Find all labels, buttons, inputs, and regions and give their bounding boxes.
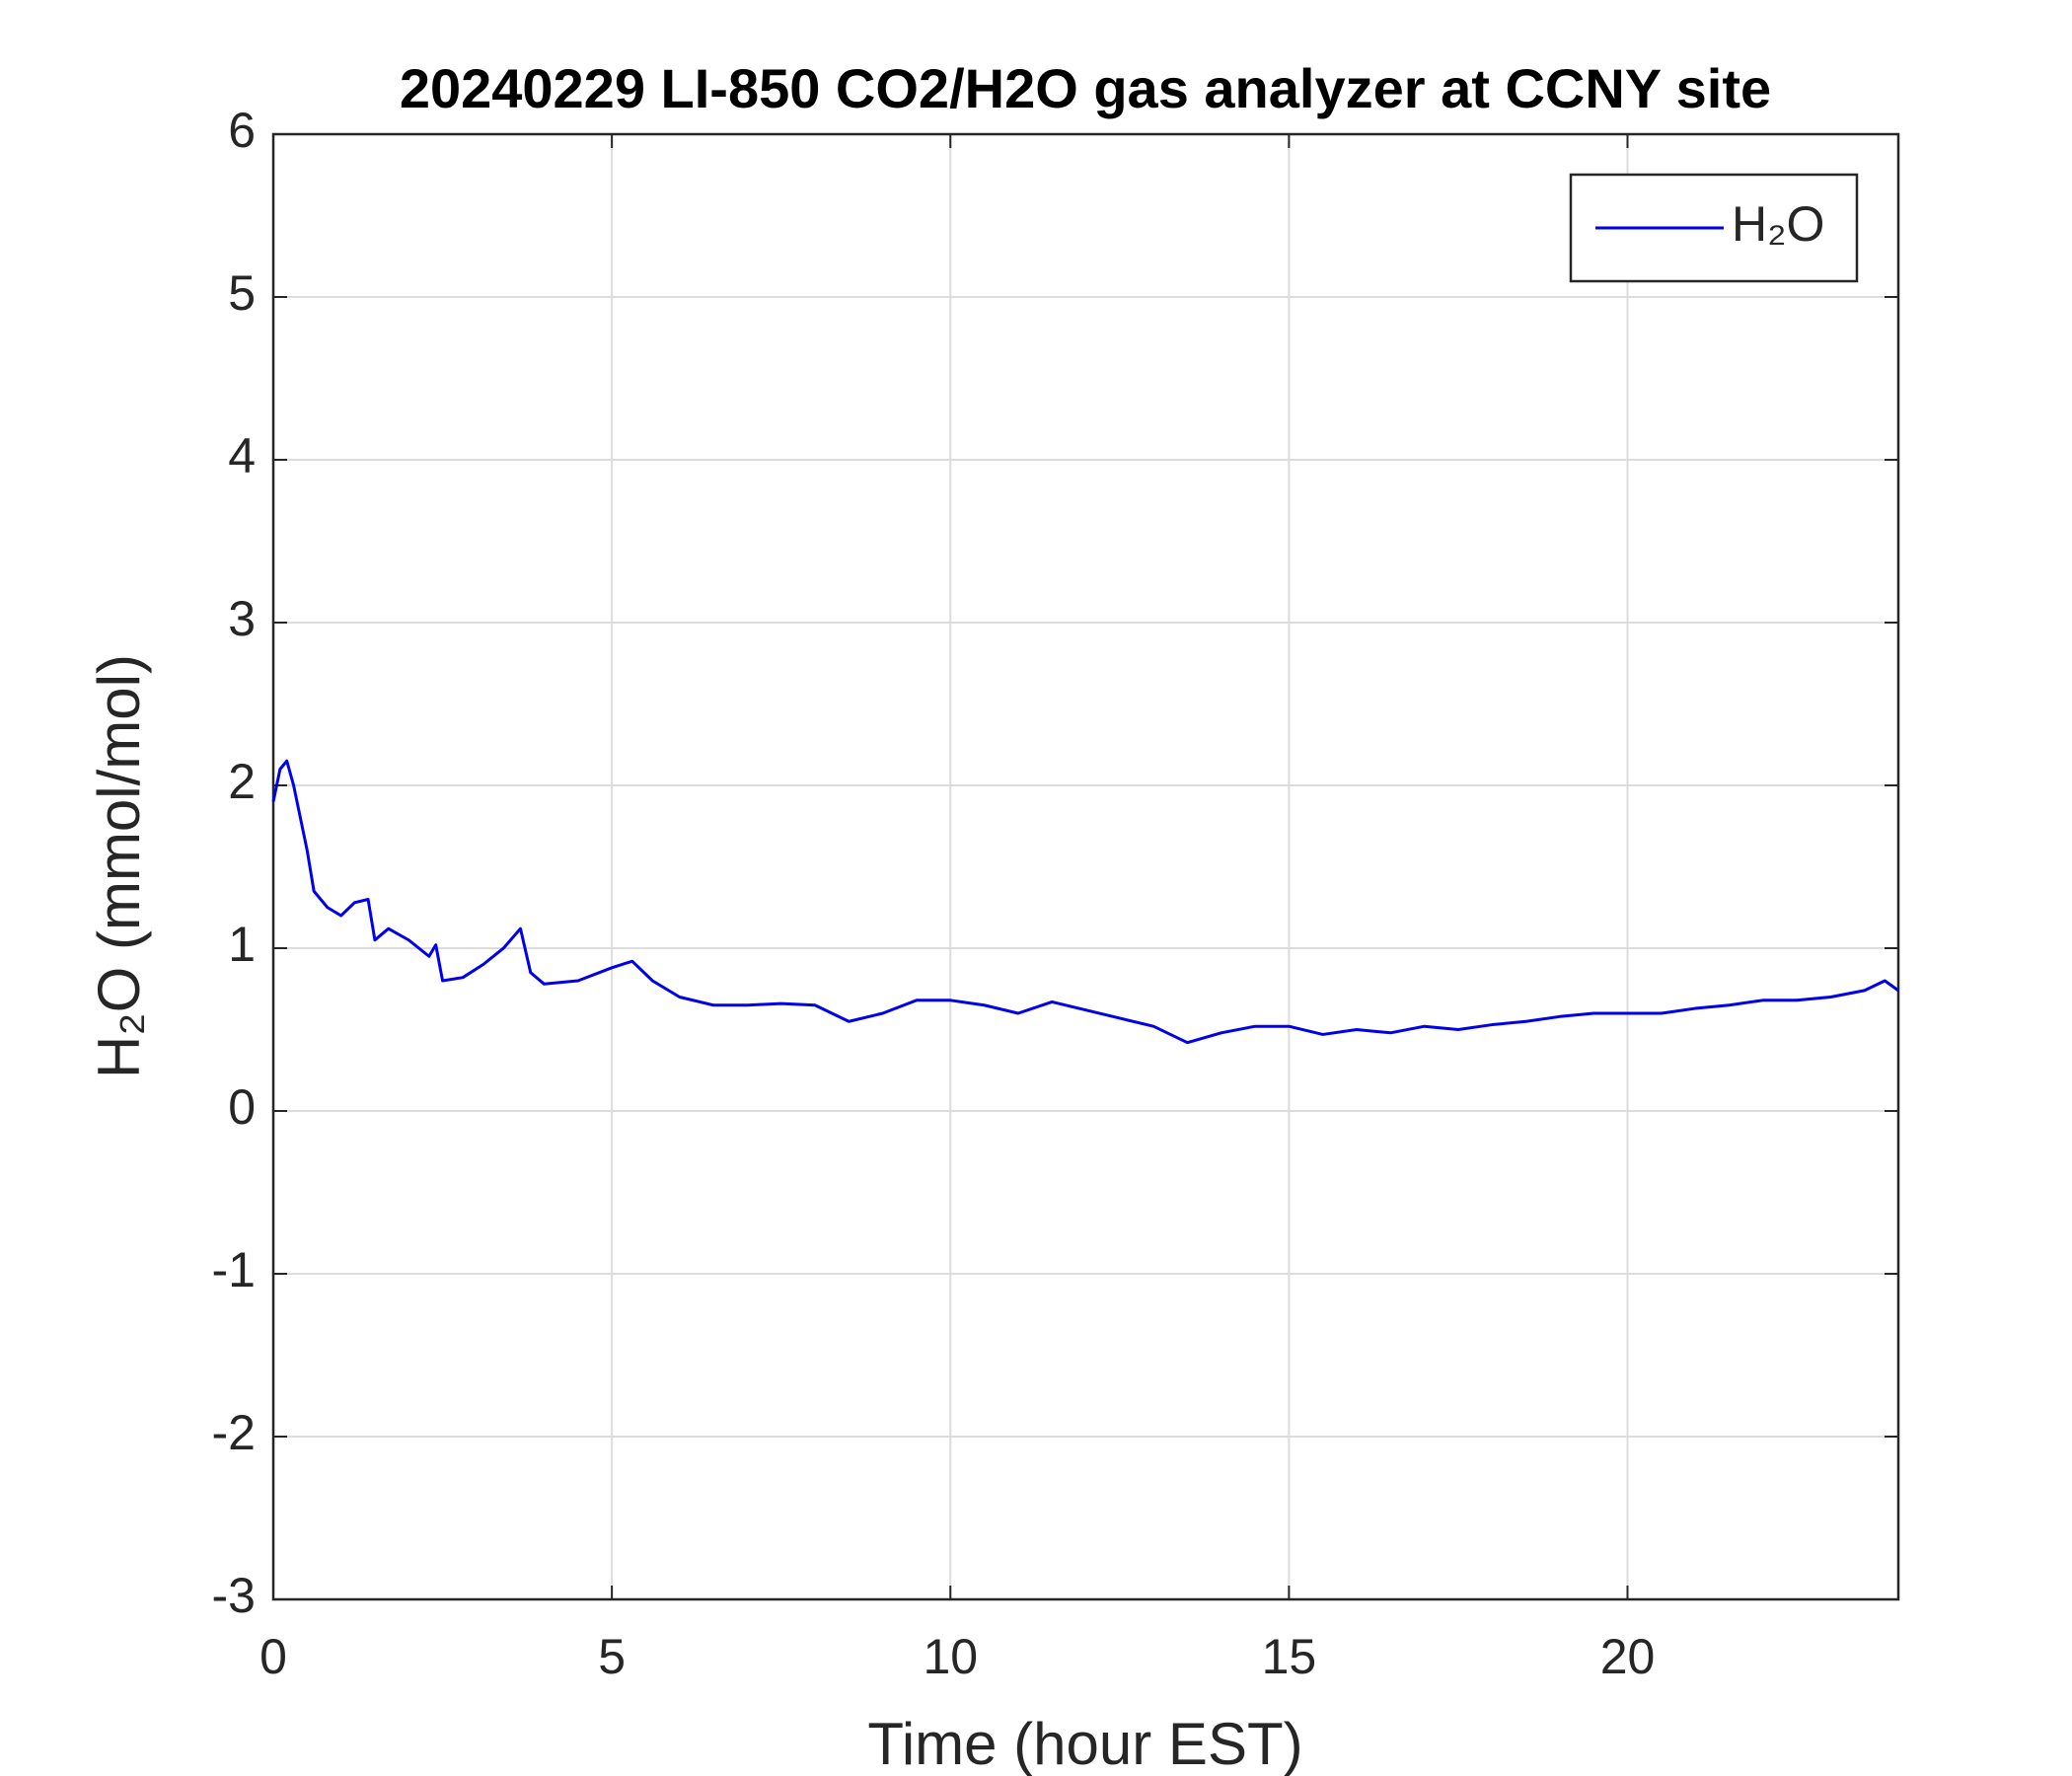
x-tick-label: 0 xyxy=(259,1629,287,1684)
y-tick-label: 5 xyxy=(228,265,256,321)
legend-label: H₂O xyxy=(1732,196,1824,252)
x-tick-label: 15 xyxy=(1262,1629,1317,1684)
data-line xyxy=(271,759,1899,1045)
y-tick-label: 3 xyxy=(228,591,256,646)
x-axis-label: Time (hour EST) xyxy=(867,1711,1302,1776)
chart-title: 20240229 LI-850 CO2/H2O gas analyzer at … xyxy=(400,57,1771,119)
y-axis-label: H₂O (mmol/mol) xyxy=(86,654,152,1078)
y-tick-label: 0 xyxy=(228,1079,256,1135)
x-tick-label: 20 xyxy=(1600,1629,1656,1684)
plot-frame xyxy=(271,132,1900,1601)
x-tick-label: 5 xyxy=(598,1629,626,1684)
y-tick-label: -1 xyxy=(212,1242,256,1297)
y-tick-label: 4 xyxy=(228,428,256,483)
y-tick-label: 6 xyxy=(228,103,256,158)
y-tick-label: -3 xyxy=(212,1568,256,1623)
y-tick-label: 2 xyxy=(228,754,256,809)
y-tick-label: 1 xyxy=(228,917,256,972)
x-tick-label: 10 xyxy=(923,1629,978,1684)
y-tick-label: -2 xyxy=(212,1405,256,1460)
